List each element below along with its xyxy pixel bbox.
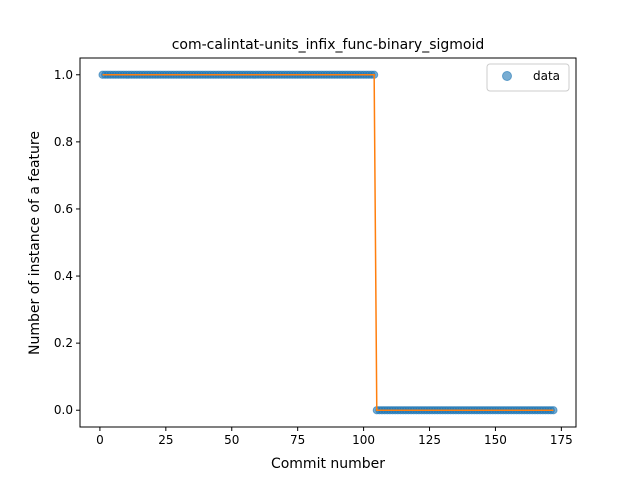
y-tick-label: 0.2	[54, 336, 73, 350]
y-axis-label: Number of instance of a feature	[27, 131, 43, 355]
y-tick-label: 0.0	[54, 403, 73, 417]
x-tick-label: 0	[96, 433, 104, 447]
x-tick-label: 175	[550, 433, 573, 447]
x-tick-label: 75	[290, 433, 305, 447]
y-tick-label: 0.6	[54, 202, 73, 216]
legend: data	[486, 63, 570, 92]
x-tick-label: 25	[158, 433, 173, 447]
legend-label-data: data	[533, 69, 560, 83]
x-tick-label: 150	[484, 433, 507, 447]
y-tick-label: 0.8	[54, 135, 73, 149]
x-tick-label: 100	[352, 433, 375, 447]
plot-area	[98, 70, 558, 415]
y-tick-label: 1.0	[54, 68, 73, 82]
x-tick-label: 125	[418, 433, 441, 447]
chart-title: com-calintat-units_infix_func-binary_sig…	[172, 37, 485, 53]
legend-box	[486, 63, 570, 92]
x-axis-label: Commit number	[271, 456, 385, 472]
fit-line	[102, 74, 554, 411]
x-tick-label: 50	[224, 433, 239, 447]
axes-frame	[79, 57, 577, 428]
axes: 0 25 50 75 100 125 150 175 0.0 0.2 0.4 0.6 0.8 1.0	[54, 57, 577, 447]
y-tick-label: 0.4	[54, 269, 73, 283]
legend-marker-data	[502, 71, 512, 81]
